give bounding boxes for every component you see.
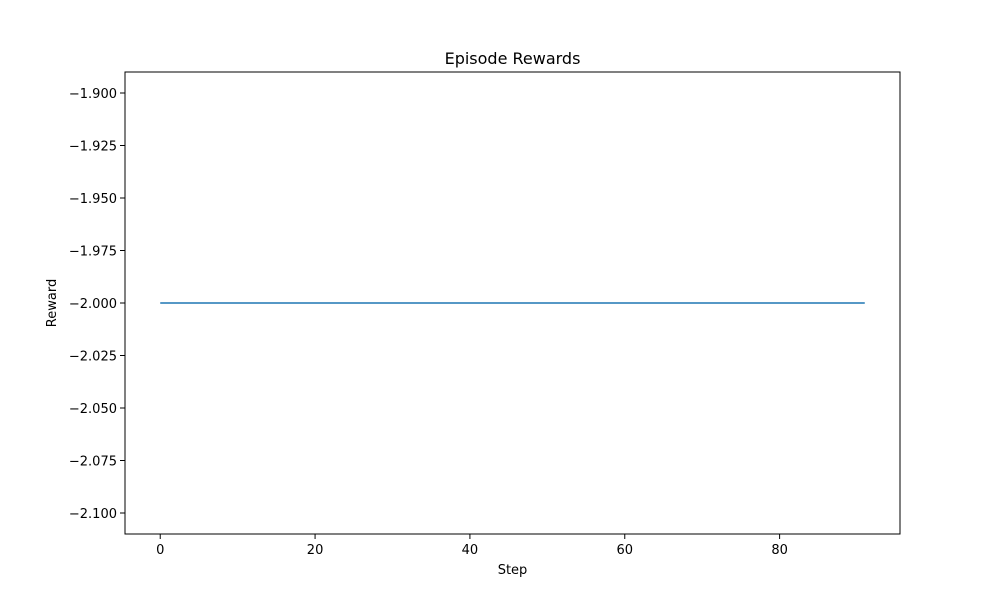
- chart-title: Episode Rewards: [445, 49, 581, 68]
- y-tick-label: −1.975: [69, 245, 117, 260]
- y-tick-label: −2.075: [69, 455, 117, 470]
- y-tick-label: −2.100: [69, 507, 117, 522]
- y-tick-label: −2.025: [69, 350, 117, 365]
- x-tick-label: 0: [156, 543, 164, 558]
- y-tick-label: −2.000: [69, 297, 117, 312]
- y-tick-label: −2.050: [69, 402, 117, 417]
- x-axis-title: Step: [498, 563, 528, 578]
- x-tick-label: 80: [771, 543, 788, 558]
- x-tick-label: 20: [307, 543, 324, 558]
- y-tick-label: −1.950: [69, 192, 117, 207]
- y-axis-ticks: −1.900 −1.925 −1.950 −1.975 −2.000 −2.025 −2.0…: [69, 87, 125, 522]
- x-axis-ticks: 0 20 40 60 80: [156, 534, 788, 558]
- x-tick-label: 40: [462, 543, 479, 558]
- x-tick-label: 60: [616, 543, 633, 558]
- plot-area-frame: [124, 71, 901, 535]
- y-axis-title: Reward: [45, 279, 60, 327]
- y-tick-label: −1.900: [69, 87, 117, 102]
- y-tick-label: −1.925: [69, 140, 117, 155]
